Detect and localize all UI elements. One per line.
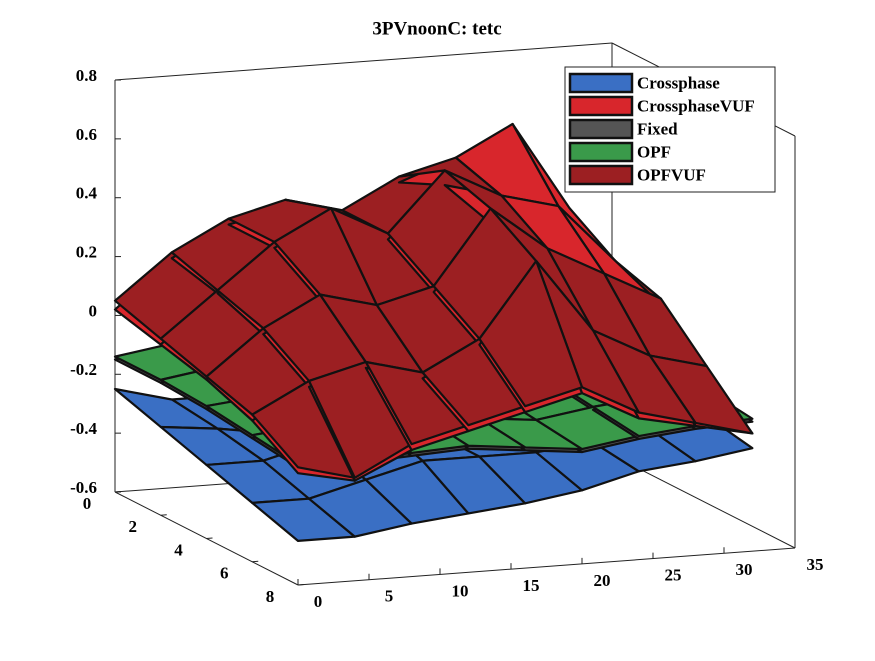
legend-swatch — [568, 95, 634, 117]
chart-title: 3PVnoonC: tetc — [372, 18, 501, 39]
legend: Crossphase CrossphaseVUF Fixed OPF OPFVUF — [564, 66, 776, 193]
y-tick — [206, 537, 213, 539]
x-tick-label: 25 — [665, 565, 682, 584]
z-tick-label: 0 — [89, 301, 98, 320]
y-tick-label: 2 — [129, 517, 138, 536]
x-tick-label: 15 — [523, 576, 540, 595]
legend-label: Crossphase — [637, 73, 720, 92]
y-tick — [160, 514, 167, 516]
x-tick-label: 30 — [736, 560, 753, 579]
y-tick — [252, 560, 259, 563]
y-tick-label: 0 — [83, 494, 92, 513]
z-tick-label: -0.6 — [70, 478, 97, 497]
y-tick — [297, 584, 305, 586]
x-tick-label: 35 — [807, 555, 824, 574]
y-tick-label: 8 — [266, 587, 275, 606]
surface-patch — [478, 259, 584, 408]
x-tick-label: 5 — [385, 587, 394, 606]
axis-box — [114, 42, 613, 81]
legend-swatch — [568, 164, 634, 186]
legend-swatch — [568, 118, 634, 140]
legend-label: Fixed — [637, 119, 678, 138]
z-tick-label: 0.4 — [76, 184, 98, 203]
x-tick-label: 20 — [594, 571, 611, 590]
legend-label: OPF — [637, 142, 671, 161]
z-tick-label: 0.2 — [76, 242, 97, 261]
y-tick-label: 6 — [220, 564, 229, 583]
x-tick-label: 0 — [314, 592, 323, 611]
x-tick-label: 10 — [452, 581, 469, 600]
axis-box — [297, 547, 796, 586]
y-tick — [114, 491, 122, 493]
z-tick-label: 0.6 — [76, 125, 97, 144]
y-tick-label: 4 — [174, 540, 183, 559]
z-tick-label: -0.2 — [70, 360, 97, 379]
legend-label: CrossphaseVUF — [637, 96, 755, 115]
legend-swatch — [568, 141, 634, 163]
legend-label: OPFVUF — [637, 165, 706, 184]
z-tick-label: 0.8 — [76, 66, 97, 85]
legend-swatch — [568, 72, 634, 94]
z-tick-label: -0.4 — [70, 419, 97, 438]
